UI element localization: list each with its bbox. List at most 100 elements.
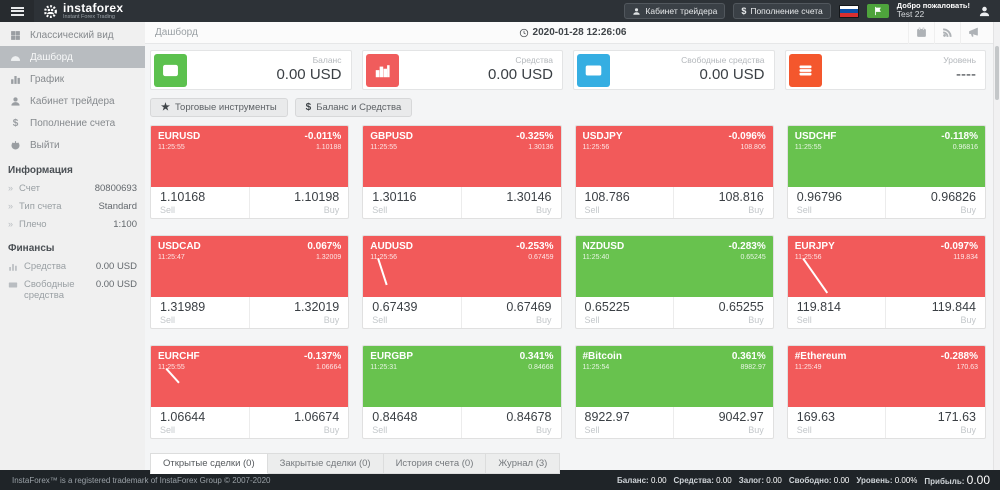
- sell-quote[interactable]: 0.67439 Sell: [363, 297, 462, 328]
- trading-instruments-button[interactable]: ★ Торговые инструменты: [150, 98, 288, 117]
- sell-price: 1.31989: [160, 300, 206, 314]
- user-menu-button[interactable]: [978, 5, 991, 18]
- sidebar-item-dashboard[interactable]: Дашборд: [0, 46, 145, 68]
- language-flag-button[interactable]: [866, 4, 889, 18]
- menu-toggle-button[interactable]: [0, 0, 34, 22]
- sell-quote[interactable]: 1.30116 Sell: [363, 187, 462, 218]
- balance-funds-button[interactable]: $ Баланс и Средства: [294, 98, 413, 117]
- buy-quote[interactable]: 1.30146 Buy: [462, 187, 561, 218]
- sell-quote[interactable]: 0.84648 Sell: [363, 407, 462, 438]
- change-percent: 0.341%: [519, 351, 554, 362]
- buy-quote[interactable]: 0.84678 Buy: [462, 407, 561, 438]
- flag-stripe: [839, 5, 858, 10]
- instrument-tile-eurgbp[interactable]: EURGBP 11:25:31 0.341% 0.84668 0.84648 Sell…: [362, 345, 562, 439]
- finance-value: 0.00 USD: [95, 278, 137, 290]
- sell-label: Sell: [160, 425, 176, 435]
- buy-quote[interactable]: 0.67469 Buy: [462, 297, 561, 328]
- tile-chart: EURJPY 11:25:56 -0.097% 119.834: [787, 236, 985, 297]
- instruments-grid: EURUSD 11:25:55 -0.011% 1.10188 1.10168 Sel…: [150, 125, 986, 439]
- scrollbar-thumb[interactable]: [995, 46, 999, 100]
- tab-open-trades[interactable]: Открытые сделки (0): [150, 453, 268, 474]
- change-percent: 0.361%: [731, 351, 766, 362]
- rss-button[interactable]: [934, 21, 960, 44]
- sell-quote[interactable]: 119.814 Sell: [788, 297, 887, 328]
- summary-value: 0.00: [833, 475, 850, 485]
- datetime-text: 2020-01-28 12:26:06: [532, 27, 627, 38]
- instrument-tile-eurchf[interactable]: EURCHF 11:25:55 -0.137% 1.06664 1.06644 Sel…: [150, 345, 350, 439]
- sell-quote[interactable]: 8922.97 Sell: [576, 407, 675, 438]
- last-price: 1.10188: [315, 144, 342, 151]
- buy-quote[interactable]: 119.844 Buy: [886, 297, 985, 328]
- instrument-tile-usdcad[interactable]: USDCAD 11:25:47 0.067% 1.32009 1.31989 Sell…: [150, 235, 350, 329]
- tab-journal[interactable]: Журнал (3): [486, 453, 561, 474]
- sell-price: 1.06644: [160, 410, 206, 424]
- vertical-scrollbar[interactable]: [993, 22, 1000, 470]
- instrument-tile-ethereum[interactable]: #Ethereum 11:25:49 -0.288% 170.63 169.63 Se…: [786, 345, 986, 439]
- quote-time: 11:25:55: [158, 144, 185, 151]
- instrument-tile-usdchf[interactable]: USDCHF 11:25:55 -0.118% 0.96816 0.96796 Sel…: [786, 125, 986, 219]
- sell-price: 1.30116: [372, 190, 417, 204]
- info-value: 1:100: [113, 218, 137, 230]
- quote-time: 11:25:55: [158, 364, 185, 371]
- sell-quote[interactable]: 1.31989 Sell: [151, 297, 250, 328]
- sell-quote[interactable]: 169.63 Sell: [788, 407, 887, 438]
- sidebar-item-trader-cabinet[interactable]: Кабинет трейдера: [0, 90, 145, 112]
- buy-price: 171.63: [937, 410, 976, 424]
- tab-account-history[interactable]: История счета (0): [383, 453, 487, 474]
- buy-quote[interactable]: 1.06674 Buy: [250, 407, 349, 438]
- instrument-tile-eurjpy[interactable]: EURJPY 11:25:56 -0.097% 119.834 119.814 Sel…: [786, 235, 986, 329]
- change-percent: -0.325%: [516, 131, 554, 142]
- top-bar: instaforex Instant Forex Trading Кабинет…: [0, 0, 1000, 22]
- instrument-tile-bitcoin[interactable]: #Bitcoin 11:25:54 0.361% 8982.97 8922.97 Se…: [574, 345, 774, 439]
- instrument-tile-usdjpy[interactable]: USDJPY 11:25:56 -0.096% 108.806 108.786 Sel…: [574, 125, 774, 219]
- buy-quote[interactable]: 1.10198 Buy: [250, 187, 349, 218]
- change-percent: -0.096%: [728, 131, 766, 142]
- sell-quote[interactable]: 1.10168 Sell: [151, 187, 250, 218]
- sell-quote[interactable]: 0.65225 Sell: [576, 297, 675, 328]
- change-percent: -0.118%: [941, 131, 978, 142]
- calendar-icon: [917, 27, 926, 37]
- summary-value: 0.00%: [894, 475, 918, 485]
- summary-balance: Баланс: 0.00: [617, 476, 667, 485]
- sidebar-item-classic-view[interactable]: Классический вид: [0, 24, 145, 46]
- person-icon: [11, 96, 20, 106]
- buy-quote[interactable]: 171.63 Buy: [886, 407, 985, 438]
- sell-label: Sell: [372, 425, 388, 435]
- trader-cabinet-button[interactable]: Кабинет трейдера: [624, 3, 726, 19]
- buy-quote[interactable]: 1.32019 Buy: [250, 297, 349, 328]
- sell-quote[interactable]: 1.06644 Sell: [151, 407, 250, 438]
- buy-price: 1.30146: [506, 190, 552, 204]
- last-price: 0.96816: [952, 144, 978, 151]
- calendar-button[interactable]: [908, 21, 934, 44]
- buy-quote[interactable]: 9042.97 Buy: [674, 407, 773, 438]
- instrument-tile-eurusd[interactable]: EURUSD 11:25:55 -0.011% 1.10188 1.10168 Sel…: [150, 125, 350, 219]
- instrument-symbol: GBPUSD: [370, 131, 414, 142]
- sell-quote[interactable]: 0.96796 Sell: [788, 187, 887, 218]
- quote-time: 11:25:55: [794, 144, 822, 151]
- main-area: Дашборд 2020-01-28 12:26:06: [145, 21, 1000, 474]
- instrument-tile-gbpusd[interactable]: GBPUSD 11:25:55 -0.325% 1.30136 1.30116 Sel…: [362, 125, 562, 219]
- sidebar-item-logout[interactable]: Выйти: [0, 134, 145, 156]
- buy-quote[interactable]: 0.65255 Buy: [674, 297, 773, 328]
- logo[interactable]: instaforex Instant Forex Trading: [43, 0, 123, 22]
- sidebar-item-chart[interactable]: График: [0, 68, 145, 90]
- deposit-button[interactable]: $ Пополнение счета: [733, 3, 831, 19]
- buy-quote[interactable]: 108.816 Buy: [674, 187, 773, 218]
- instrument-symbol: NZDUSD: [582, 241, 625, 252]
- announcements-button[interactable]: [960, 21, 986, 44]
- tab-closed-trades[interactable]: Закрытые сделки (0): [267, 453, 384, 474]
- sidebar-item-label: Выйти: [30, 139, 60, 151]
- instrument-tile-audusd[interactable]: AUDUSD 11:25:56 -0.253% 0.67459 0.67439 Sel…: [362, 235, 562, 329]
- finance-value: 0.00 USD: [95, 260, 137, 272]
- dollar-icon: $: [12, 117, 19, 129]
- instrument-tile-nzdusd[interactable]: NZDUSD 11:25:40 -0.283% 0.65245 0.65225 Sel…: [574, 235, 774, 329]
- russian-flag-button[interactable]: [838, 4, 859, 18]
- sidebar-item-deposit[interactable]: $ Пополнение счета: [0, 112, 145, 134]
- instrument-symbol: USDJPY: [582, 131, 623, 142]
- sell-quote[interactable]: 108.786 Sell: [576, 187, 675, 218]
- last-price: 0.84668: [528, 364, 554, 371]
- buy-quote[interactable]: 0.96826 Buy: [886, 187, 985, 218]
- clock-icon: [519, 28, 528, 37]
- stat-card-free-margin: Свободные средства 0.00 USD: [573, 50, 775, 90]
- tile-chart: #Ethereum 11:25:49 -0.288% 170.63: [787, 346, 985, 407]
